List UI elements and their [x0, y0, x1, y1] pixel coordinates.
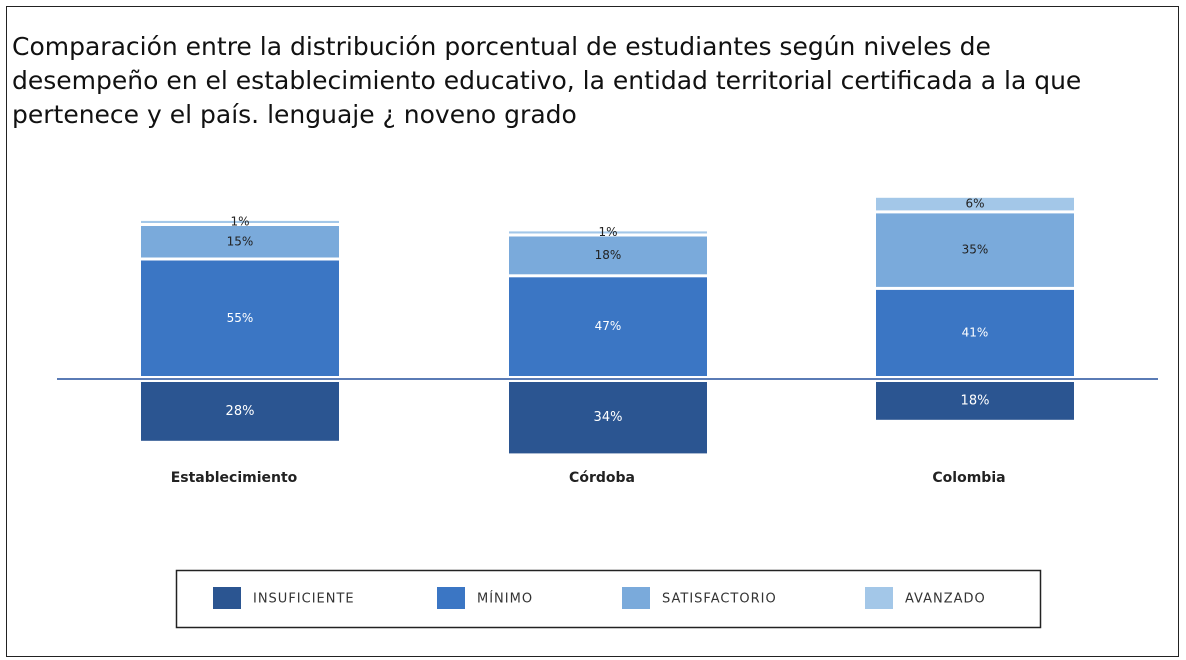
bar-segment	[509, 277, 707, 376]
chart-title: Comparación entre la distribución porcen…	[12, 32, 1082, 129]
category-label: Establecimiento	[171, 470, 298, 486]
value-label: 18%	[961, 393, 990, 408]
value-label: 28%	[226, 404, 255, 419]
value-label: 1%	[598, 225, 617, 239]
legend-swatch	[213, 587, 241, 609]
bar-segment	[509, 236, 707, 275]
bar-segment	[876, 197, 1074, 211]
legend-swatch	[437, 587, 465, 609]
value-label: 1%	[230, 214, 249, 228]
value-label: 15%	[227, 234, 254, 248]
category-label: Colombia	[932, 470, 1005, 486]
value-label: 34%	[594, 410, 623, 425]
frame	[6, 6, 1179, 657]
legend-label: AVANZADO	[905, 592, 986, 607]
bar-segment	[141, 382, 339, 441]
legend-label: MÍNIMO	[477, 591, 533, 607]
bar-segment	[509, 231, 707, 234]
value-label: 18%	[595, 248, 622, 262]
value-label: 6%	[965, 197, 984, 211]
bar-segment	[876, 213, 1074, 287]
bar-segment	[141, 226, 339, 258]
value-label: 47%	[595, 319, 622, 333]
legend-box	[175, 569, 1042, 629]
legend-label: INSUFICIENTE	[253, 592, 355, 607]
bar-segment	[509, 382, 707, 454]
bar-segment	[141, 260, 339, 376]
legend-swatch	[865, 587, 893, 609]
value-label: 55%	[227, 311, 254, 325]
legend-label: SATISFACTORIO	[662, 592, 777, 607]
value-label: 41%	[962, 325, 989, 339]
bar-segment	[876, 382, 1074, 420]
category-label: Córdoba	[569, 470, 635, 486]
bar-segment	[876, 289, 1074, 376]
value-label: 35%	[962, 243, 989, 257]
bar-segment	[141, 220, 339, 223]
legend-swatch	[622, 587, 650, 609]
